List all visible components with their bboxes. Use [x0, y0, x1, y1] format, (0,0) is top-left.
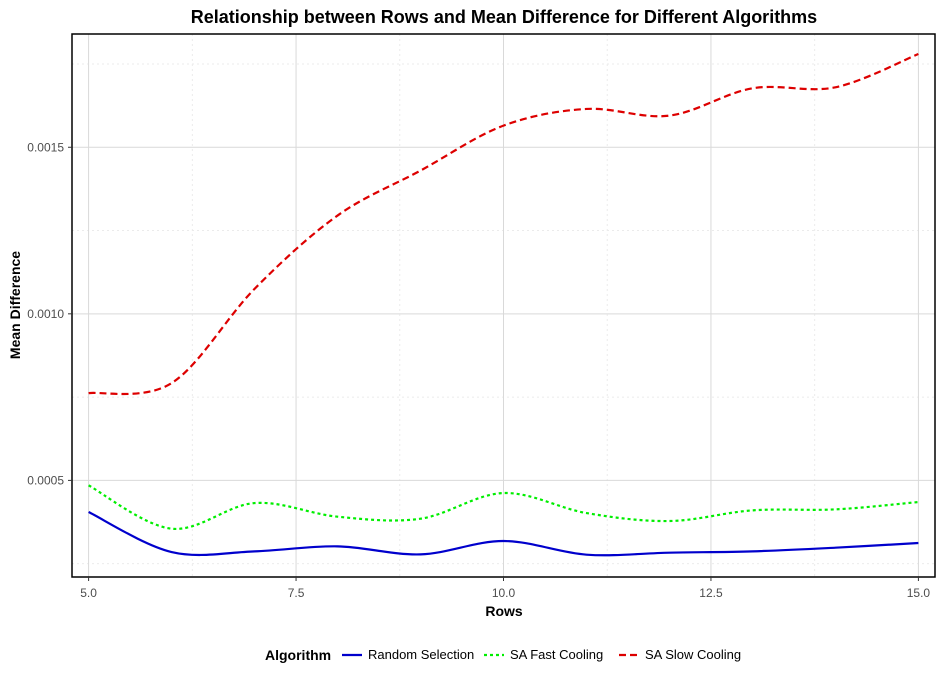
legend-label-2: SA Slow Cooling: [645, 647, 741, 662]
series-line-2: [88, 52, 919, 396]
legend-label-0: Random Selection: [368, 647, 474, 662]
x-tick-label: 10.0: [492, 586, 516, 600]
y-tick-label: 0.0005: [27, 473, 64, 487]
x-axis-ticks: 5.0 7.5 10.0 12.5 15.0: [80, 577, 930, 600]
x-tick-label: 7.5: [288, 586, 305, 600]
grid: [72, 34, 935, 577]
series-line-1: [88, 484, 919, 530]
y-axis-title: Mean Difference: [7, 251, 23, 359]
series-layer: [88, 52, 919, 557]
x-tick-label: 5.0: [80, 586, 97, 600]
x-tick-label: 12.5: [699, 586, 723, 600]
x-tick-label: 15.0: [907, 586, 931, 600]
y-axis-ticks: 0.0005 0.0010 0.0015: [27, 140, 72, 487]
chart-title: Relationship between Rows and Mean Diffe…: [191, 7, 817, 27]
legend-title: Algorithm: [265, 647, 331, 663]
y-tick-label: 0.0015: [27, 140, 64, 154]
y-tick-label: 0.0010: [27, 307, 64, 321]
legend-label-1: SA Fast Cooling: [510, 647, 603, 662]
series-line-0: [88, 511, 919, 557]
legend: Algorithm Random Selection SA Fast Coolin…: [265, 647, 741, 663]
x-axis-title: Rows: [485, 603, 523, 619]
